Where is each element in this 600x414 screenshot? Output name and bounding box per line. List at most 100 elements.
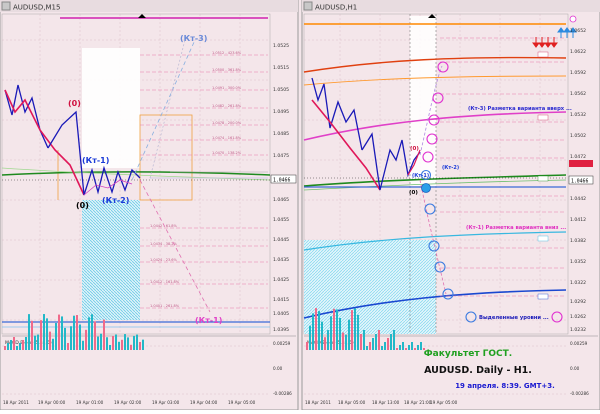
macd-bar (16, 346, 18, 350)
left-cyan-zone (82, 200, 140, 320)
macd-bar (64, 327, 66, 350)
svg-text:19 Apr 02:00: 19 Apr 02:00 (114, 400, 142, 405)
left-chart-window[interactable]: AUDUSD,M15 1.0512 (0, 0, 299, 411)
legend-blue-circle (465, 311, 477, 323)
svg-text:0.00: 0.00 (570, 366, 580, 371)
right-annotation-levels: Выделенные уровни ... (479, 315, 549, 321)
macd-bar (405, 348, 407, 350)
macd-bar (22, 340, 24, 350)
macd-bar (390, 334, 392, 350)
right-settings-icon[interactable] (569, 15, 577, 23)
macd-bar (339, 318, 341, 350)
macd-bar (139, 341, 141, 350)
right-title-bar[interactable] (302, 0, 600, 12)
macd-bar (324, 337, 326, 350)
right-level-tags (537, 51, 549, 300)
left-label-kt1: (Кт-1) (82, 156, 109, 165)
svg-text:1.0482 - 261.8%: 1.0482 - 261.8% (212, 104, 242, 108)
macd-bar (360, 334, 362, 350)
macd-bar (384, 342, 386, 350)
macd-bar (312, 313, 314, 350)
right-macd-histogram (306, 308, 425, 350)
macd-bar (408, 345, 410, 350)
macd-bar (124, 334, 126, 350)
svg-text:1.0292: 1.0292 (570, 299, 586, 305)
svg-text:19 Apr 00:00: 19 Apr 00:00 (38, 400, 66, 405)
macd-bar (46, 318, 48, 350)
macd-bar (342, 332, 344, 350)
left-time-axis: 18 Apr 2011 19 Apr 00:00 19 Apr 01:00 19… (3, 400, 256, 405)
svg-text:1.0525: 1.0525 (273, 43, 289, 49)
macd-bar (318, 311, 320, 350)
macd-bar (31, 320, 33, 350)
right-label-kt1: (Кт-1) (412, 173, 429, 179)
right-chart-window[interactable]: AUDUSD,H1 (301, 0, 600, 411)
macd-bar (345, 334, 347, 350)
macd-bar (85, 329, 87, 350)
svg-text:1.0442: 1.0442 (570, 196, 586, 202)
left-macd-histogram (4, 314, 144, 350)
macd-bar (43, 314, 45, 350)
macd-bar (127, 337, 129, 350)
svg-text:1.0262: 1.0262 (570, 314, 586, 320)
right-wave-red (311, 99, 381, 191)
svg-text:18 Apr 13:00: 18 Apr 13:00 (372, 400, 400, 405)
right-annotation-down: (Кт-1) Разметка варианта вниз ... (466, 225, 566, 231)
left-shift-marker[interactable] (138, 14, 146, 18)
macd-bar (142, 339, 144, 350)
left-window-icon (1, 1, 11, 11)
macd-bar (61, 316, 63, 350)
svg-text:1.0442 - 61.8%: 1.0442 - 61.8% (150, 224, 178, 228)
right-current-price-badge (568, 175, 594, 185)
svg-text:19 Apr 05:00: 19 Apr 05:00 (430, 400, 458, 405)
macd-bar (351, 310, 353, 350)
svg-text:18 Apr 05:00: 18 Apr 05:00 (338, 400, 366, 405)
svg-text:1.0622: 1.0622 (570, 49, 586, 55)
svg-text:1.0475: 1.0475 (273, 153, 289, 159)
svg-text:1.0382: 1.0382 (570, 238, 586, 244)
left-title-bar[interactable] (0, 0, 298, 12)
macd-bar (73, 315, 75, 350)
macd-bar (378, 330, 380, 350)
right-macd-axis: 0.00259 0.00 -0.00286 (570, 341, 589, 396)
macd-bar (52, 338, 54, 350)
right-signal-arrows (532, 27, 577, 48)
macd-bar (109, 344, 111, 350)
right-shift-marker[interactable] (428, 14, 436, 18)
macd-bar (4, 346, 6, 350)
svg-text:1.0515: 1.0515 (273, 65, 289, 71)
svg-text:1.0412: 1.0412 (570, 217, 586, 223)
macd-bar (414, 348, 416, 350)
svg-text:1.0485: 1.0485 (273, 131, 289, 137)
macd-bar (91, 314, 93, 350)
svg-text:1.0592: 1.0592 (570, 70, 586, 76)
left-wave-red (4, 89, 85, 196)
right-window-icon (303, 1, 313, 11)
macd-bar (363, 330, 365, 350)
left-label-zero-top: (0) (68, 99, 81, 108)
macd-bar (7, 343, 9, 350)
macd-bar (70, 326, 72, 350)
left-price-axis: 1.0525 1.0515 1.0505 1.0495 1.0485 1.047… (273, 43, 289, 333)
macd-bar (97, 336, 99, 350)
right-label-zero-b: (0) (409, 190, 418, 196)
right-wave-blue (361, 132, 421, 191)
left-white-zone (82, 48, 140, 168)
svg-text:1.0500 - 361.8%: 1.0500 - 361.8% (212, 68, 242, 72)
macd-bar (94, 321, 96, 350)
svg-text:1.0434 - 38.2%: 1.0434 - 38.2% (150, 242, 178, 246)
right-label-zero-a: (0) (410, 146, 419, 152)
svg-text:1.0505: 1.0505 (273, 87, 289, 93)
left-current-price: 1.0466 (273, 178, 290, 184)
macd-bar (330, 316, 332, 350)
svg-text:1.0472: 1.0472 (570, 154, 586, 160)
macd-bar (306, 342, 308, 350)
brand-date: 19 апреля. 8:39. GMT+3. (455, 382, 555, 390)
right-magenta-ma (303, 111, 567, 141)
macd-bar (393, 330, 395, 350)
right-cyan-zone (304, 240, 436, 334)
macd-bar (76, 315, 78, 350)
brand-faculty: Факультет ГОСТ. (424, 349, 512, 359)
macd-bar (402, 342, 404, 350)
